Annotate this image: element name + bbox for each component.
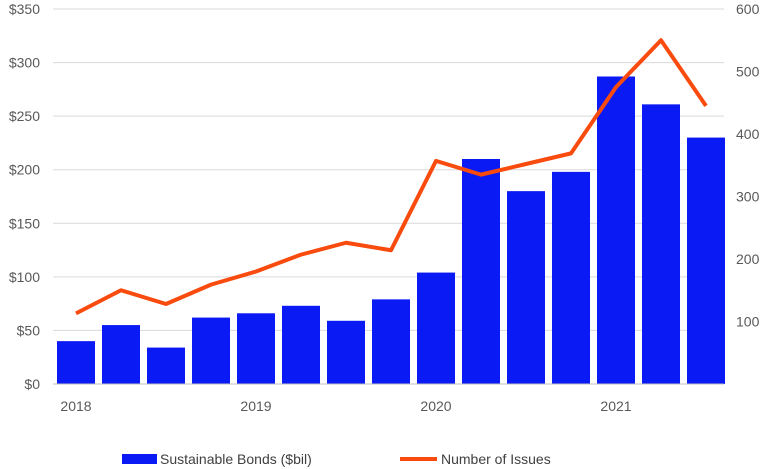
left-axis-ticks: $0 $50 $100 $150 $200 $250 $300 $350 [9,1,40,392]
right-axis-ticks: 100 200 300 400 500 600 [736,1,760,330]
legend: Sustainable Bonds ($bil) Number of Issue… [122,451,551,467]
right-tick-label: 300 [736,189,760,205]
bar [102,325,140,384]
left-tick-label: $100 [9,269,40,285]
bar [282,305,320,384]
bar [597,76,635,384]
left-tick-label: $0 [24,376,40,392]
bar [192,317,230,384]
bar [327,320,365,384]
bar [642,104,680,384]
bar [507,191,545,384]
bar [237,313,275,384]
x-tick-label: 2019 [240,398,271,414]
x-axis-ticks: 2018 2019 2020 2021 [60,398,631,414]
legend-line-label: Number of Issues [441,451,551,467]
bar [147,347,185,384]
legend-bar-label: Sustainable Bonds ($bil) [160,451,312,467]
right-tick-label: 600 [736,1,760,17]
left-tick-label: $300 [9,55,40,71]
legend-bar-swatch [122,454,157,464]
left-tick-label: $150 [9,215,40,231]
bar [372,299,410,384]
right-tick-label: 100 [736,314,760,330]
right-tick-label: 500 [736,64,760,80]
left-tick-label: $200 [9,162,40,178]
gridlines [53,8,724,331]
issues-line [75,38,708,316]
bond-bars [57,76,725,384]
right-tick-label: 400 [736,126,760,142]
bar [687,137,725,384]
bar [417,272,455,384]
x-tick-label: 2021 [600,398,631,414]
right-tick-label: 200 [736,251,760,267]
x-tick-label: 2020 [420,398,451,414]
left-tick-label: $50 [17,322,41,338]
bar [462,159,500,384]
left-tick-label: $250 [9,108,40,124]
x-tick-label: 2018 [60,398,91,414]
bar [57,341,95,384]
left-tick-label: $350 [9,1,40,17]
bar [552,171,590,384]
